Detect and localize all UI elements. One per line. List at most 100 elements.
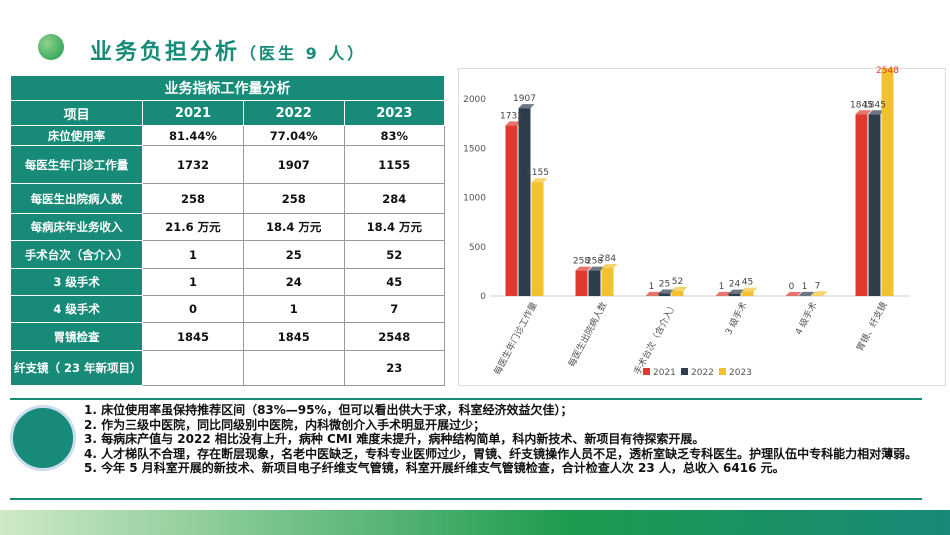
bar (741, 291, 754, 296)
table-cell: 4 级手术 (9, 295, 144, 323)
bar-top (601, 264, 618, 269)
data-label: 1 (802, 282, 808, 292)
bar (531, 182, 544, 296)
table-cell: 2548 (343, 322, 446, 351)
bar-top (588, 266, 605, 271)
column-header: 2022 (242, 100, 345, 126)
chart: 0 500 1000 1500 2000 1732 1907 1155 每医生年门诊工作量 258… (463, 41, 910, 378)
bar-top (811, 291, 828, 296)
chart-frame (458, 68, 946, 386)
data-label: 1845 (863, 100, 886, 110)
bar-top (868, 110, 885, 115)
bar (588, 270, 601, 296)
header-row: 项目 2021 2022 2023 (9, 100, 446, 126)
bar (811, 295, 824, 296)
table-cell: 1845 (242, 322, 345, 351)
y-tick-label: 2000 (463, 95, 486, 105)
footer-bar (0, 510, 950, 535)
y-tick-label: 1500 (463, 144, 486, 154)
table: 业务指标工作量分析 项目 2021 2022 2023 床位使用率 81.44% 77.04%… (9, 75, 446, 386)
table-row: 每医生出院病人数 258 258 284 (9, 183, 446, 214)
bar-top (505, 121, 522, 126)
x-tick-label: 胃镜、纤支镜 (854, 300, 890, 353)
table-cell: 每医生出院病人数 (9, 183, 144, 214)
column-header: 2023 (343, 100, 446, 126)
note-line: 3. 每病床产值与 2022 相比没有上升，病种 CMI 难度未提升，病种结构简… (84, 432, 705, 446)
title: 业务负担分析（医生 9 人） (90, 34, 366, 66)
table-cell: 52 (343, 240, 446, 269)
table-cell: 21.6 万元 (142, 213, 244, 241)
notes-box: 1. 床位使用率虽保持推荐区间（83%—95%，但可以看出供大于求，科室经济效益… (10, 398, 922, 500)
bar (868, 114, 881, 296)
y-tick-label: 1000 (463, 194, 486, 204)
bar (505, 125, 518, 296)
table-cell: 每病床年业务收入 (9, 213, 144, 241)
bar-top (728, 289, 745, 294)
bar-top (785, 292, 802, 296)
table-cell: 23 (343, 350, 446, 386)
data-label: 24 (729, 280, 741, 290)
table-cell: 18.4 万元 (242, 213, 345, 241)
bar-top (658, 289, 675, 294)
bar (671, 290, 684, 296)
column-header: 项目 (9, 100, 144, 126)
data-label: 258 (573, 257, 590, 267)
bar (658, 293, 671, 296)
data-label: 1845 (850, 100, 873, 110)
table-row: 每病床年业务收入 21.6 万元 18.4 万元 18.4 万元 (9, 213, 446, 241)
bar-top (715, 291, 732, 296)
data-label: 1 (719, 282, 725, 292)
table-row: 胃镜检查 1845 1845 2548 (9, 322, 446, 351)
bar (601, 268, 614, 296)
data-label: 284 (599, 254, 616, 264)
bar (728, 293, 741, 296)
bar (518, 108, 531, 297)
note-line: 2. 作为三级中医院，同比同级别中医院，内科微创介入手术明显开展过少； (84, 417, 486, 432)
bar (881, 68, 894, 296)
bar-top (645, 291, 662, 296)
data-label: 45 (742, 278, 753, 288)
table-cell: 手术台次（含介入） (9, 240, 144, 269)
x-tick-label: 每医生出院病人数 (565, 300, 609, 369)
x-tick-label: 手术台次（含介入） (631, 300, 680, 377)
bar-top (518, 104, 535, 109)
data-label: 1 (649, 282, 655, 292)
x-tick-label: 4 级手术 (792, 300, 819, 337)
bars (505, 41, 898, 297)
data-label: 25 (659, 280, 670, 290)
note-line: 4. 人才梯队不合理，存在断层现象，名老中医缺乏，专科专业医师过少，胃镜、纤支镜… (84, 446, 918, 461)
table-cell: 18.4 万元 (343, 213, 446, 241)
bar-top (575, 266, 592, 271)
bar-top (882, 41, 898, 45)
table-title-row: 业务指标工作量分析 (10, 75, 445, 101)
data-label: 1732 (500, 111, 523, 121)
legend-label: 2021 (653, 368, 676, 378)
bar (855, 114, 868, 296)
legend-swatch (681, 368, 688, 375)
legend-label: 2023 (729, 368, 752, 378)
legend-label: 2022 (691, 368, 714, 378)
table-row: 3 级手术 1 24 45 (9, 268, 446, 296)
bar-top (855, 110, 872, 115)
x-tick-label: 3 级手术 (722, 300, 749, 337)
table-title: 业务指标工作量分析 (10, 75, 445, 101)
title-text: 业务负担分析 (90, 40, 241, 65)
legend-swatch (719, 368, 726, 375)
y-tick-label: 0 (480, 292, 486, 302)
table-row: 纤支镜（ 23 年新项目） 23 (9, 350, 446, 386)
column-header: 2021 (142, 100, 244, 126)
table-cell: 3 级手术 (9, 268, 144, 296)
bar-top (741, 287, 758, 292)
bar-top (671, 286, 688, 291)
data-label: 2548 (876, 66, 899, 76)
table-cell (142, 350, 244, 386)
y-tick-label: 500 (469, 243, 486, 253)
data-label: 52 (672, 277, 683, 287)
data-label: 7 (815, 281, 821, 291)
note-line: 5. 今年 5 月科室开展的新技术、新项目电子纤维支气管镜，科室开展纤维支气管镜… (84, 461, 785, 475)
table-cell: 45 (343, 268, 446, 296)
table-cell: 284 (343, 183, 446, 214)
note-line: 1. 床位使用率虽保持推荐区间（83%—95%，但可以看出供大于求，科室经济效益… (84, 403, 573, 417)
data-label: 0 (789, 282, 795, 292)
